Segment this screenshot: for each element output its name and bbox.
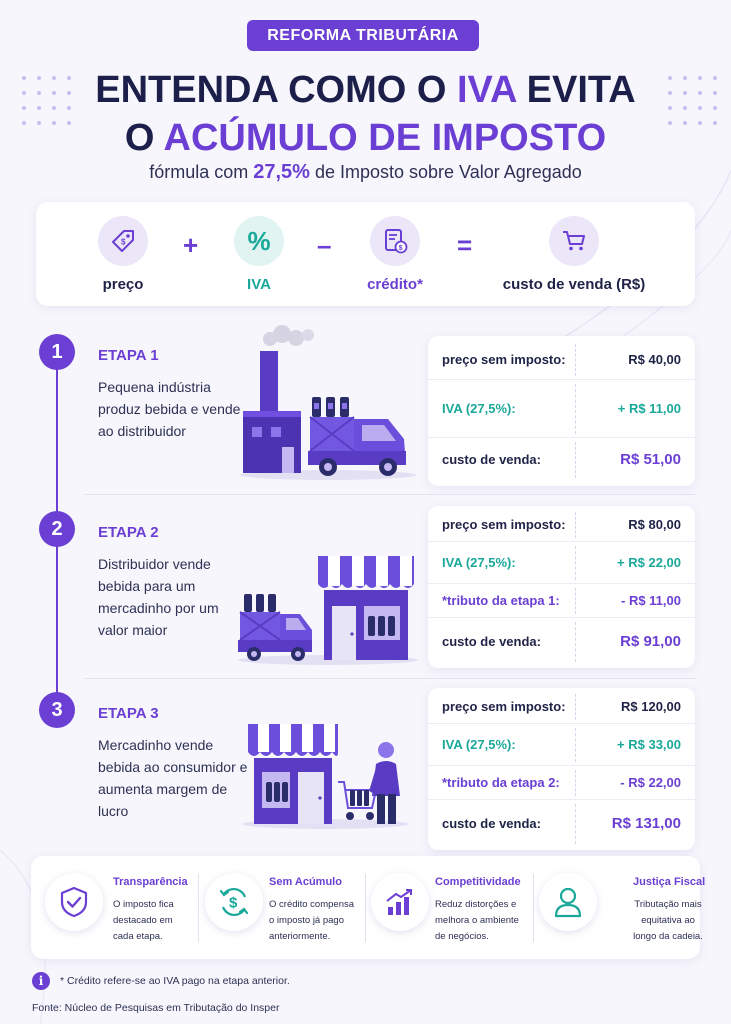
formula-label-iva: IVA [247, 276, 271, 293]
benefit-text: O imposto fica destacado em cada etapa. [113, 899, 174, 942]
table-row: IVA (27,5%): + R$ 33,00 [428, 724, 695, 766]
step-divider [84, 678, 696, 679]
step-2-title: ETAPA 2 [98, 524, 159, 541]
step-3-description: Mercadinho vende bebida ao consumidor e … [98, 737, 248, 819]
table-row: preço sem imposto: R$ 80,00 [428, 508, 695, 542]
percent-icon: % [234, 216, 284, 266]
step-2-description: Distribuidor vende bebida para um mercad… [98, 556, 219, 638]
factory-truck-illustration [240, 325, 416, 480]
cart-icon [549, 216, 599, 266]
svg-text:$: $ [399, 245, 403, 252]
benefit-text: Tributação mais equitativa ao longo da c… [633, 899, 703, 942]
benefit-title: Transparência [113, 876, 188, 888]
benefit-title: Justiça Fiscal [633, 876, 706, 888]
formula-operator-minus: – [317, 230, 332, 260]
step-2-number: 2 [39, 511, 75, 547]
table-row: preço sem imposto: R$ 40,00 [428, 340, 695, 380]
benefit-competitiveness: Competitividade Reduz distorções e melho… [357, 856, 525, 959]
page-title: ENTENDA COMO O IVA EVITA O ACÚMULO DE IM… [95, 69, 636, 159]
page-subtitle: fórmula com 27,5% de Imposto sobre Valor… [149, 161, 582, 183]
step-3-number: 3 [39, 692, 75, 728]
formula-item-price: $ preço [98, 216, 148, 293]
step-divider [84, 494, 696, 495]
table-row: IVA (27,5%): + R$ 11,00 [428, 380, 695, 438]
info-icon: i [32, 972, 50, 990]
svg-text:$: $ [229, 895, 238, 912]
benefit-title: Competitividade [435, 876, 521, 888]
footnote: * Crédito refere-se ao IVA pago na etapa… [60, 975, 290, 987]
benefit-transparency: Transparência O imposto fica destacado e… [31, 856, 197, 959]
step-2-card: preço sem imposto: R$ 80,00 IVA (27,5%): +… [428, 506, 695, 668]
table-row: custo de venda: R$ 91,00 [428, 618, 695, 666]
formula-panel: $ preço + % IVA – $ crédito* = custo de … [36, 202, 695, 306]
receipt-icon: $ [370, 216, 420, 266]
step-3-card: preço sem imposto: R$ 120,00 IVA (27,5%):… [428, 688, 695, 850]
benefit-divider [533, 874, 534, 942]
benefits-panel: Transparência O imposto fica destacado e… [31, 856, 705, 959]
decor-dots-left [22, 76, 71, 125]
shield-check-icon [45, 873, 103, 931]
growth-chart-icon [371, 873, 429, 931]
benefit-divider [365, 874, 366, 942]
decor-dots-right [668, 76, 717, 125]
source-credit: Fonte: Núcleo de Pesquisas em Tributação… [32, 1002, 280, 1014]
formula-operator-plus: + [183, 230, 199, 260]
step-1-title: ETAPA 1 [98, 347, 159, 364]
formula-item-iva: % IVA [234, 216, 284, 293]
dollar-cycle-icon: $ [205, 873, 263, 931]
formula-operator-equals: = [457, 230, 473, 260]
truck-store-illustration [238, 556, 418, 665]
store-shopper-illustration [242, 724, 408, 829]
table-row: IVA (27,5%): + R$ 22,00 [428, 542, 695, 584]
step-1-card: preço sem imposto: R$ 40,00 IVA (27,5%): +… [428, 336, 695, 486]
person-icon [539, 873, 597, 931]
benefit-text: Reduz distorções e melhora o ambiente de… [435, 899, 519, 942]
step-1-number: 1 [39, 334, 75, 370]
formula-label-price: preço [102, 276, 144, 293]
price-tag-icon: $ [98, 216, 148, 266]
table-row: *tributo da etapa 2: - R$ 22,00 [428, 766, 695, 800]
formula-item-credit: $ crédito* [367, 216, 423, 293]
formula-item-sale-cost: custo de venda (R$) [503, 216, 645, 293]
svg-text:$: $ [121, 238, 126, 247]
formula-label-credit: crédito* [367, 276, 423, 293]
benefit-divider [198, 874, 199, 942]
benefit-no-accumulation: $ Sem Acúmulo O crédito compensa o impos… [191, 856, 357, 959]
topic-badge: REFORMA TRIBUTÁRIA [247, 20, 479, 51]
step-3-title: ETAPA 3 [98, 705, 159, 722]
formula-label-sale-cost: custo de venda (R$) [502, 276, 646, 293]
benefit-fiscal-justice: Justiça Fiscal Tributação mais equitativ… [525, 856, 705, 959]
step-1-description: Pequena indústria produz bebida e vende … [98, 379, 241, 439]
benefit-text: O crédito compensa o imposto já pago ant… [269, 899, 355, 942]
table-row: *tributo da etapa 1: - R$ 11,00 [428, 584, 695, 618]
table-row: custo de venda: R$ 131,00 [428, 800, 695, 848]
benefit-title: Sem Acúmulo [269, 876, 342, 888]
table-row: custo de venda: R$ 51,00 [428, 438, 695, 482]
table-row: preço sem imposto: R$ 120,00 [428, 690, 695, 724]
